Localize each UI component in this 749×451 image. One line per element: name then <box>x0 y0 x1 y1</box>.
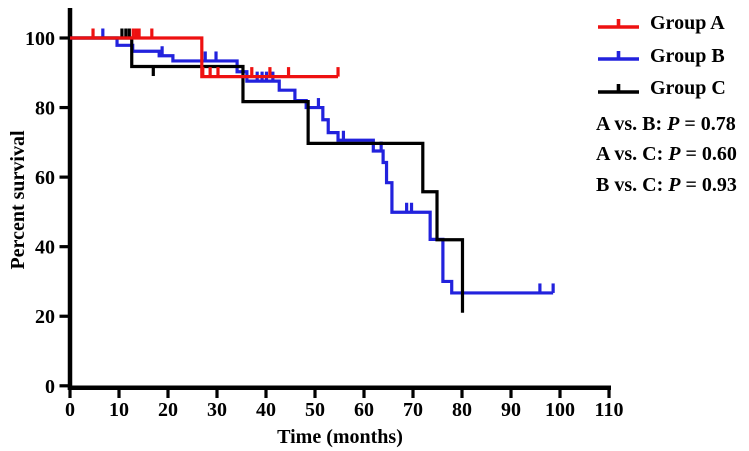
pvalue-stats: A vs. B: P = 0.78 A vs. C: P = 0.60 B vs… <box>596 109 748 201</box>
km-line-symbol-icon <box>598 18 639 29</box>
x-tick-label: 10 <box>109 399 129 421</box>
pvalue-symbol: P <box>668 173 681 196</box>
x-axis-label: Time (months) <box>277 426 403 448</box>
pvalue-b-vs-c: B vs. C: P = 0.93 <box>596 170 748 201</box>
km-line-symbol-icon <box>598 51 639 62</box>
km-line-symbol-icon <box>598 83 639 94</box>
legend-label-group-c: Group C <box>650 77 726 100</box>
pvalue-symbol: P <box>668 143 681 165</box>
pvalue-pair: B vs. C: <box>596 173 669 196</box>
pvalue-value: = 0.93 <box>680 173 737 196</box>
km-curve-group-b <box>70 36 554 295</box>
legend-label-group-a: Group A <box>650 12 725 35</box>
y-axis-label: Percent survival <box>7 130 29 270</box>
y-tick-label: 60 <box>35 167 55 189</box>
y-tick-label: 80 <box>35 98 55 120</box>
legend-item-group-b: Group B <box>596 39 748 72</box>
y-tick-label: 100 <box>25 28 55 50</box>
x-tick-label: 50 <box>305 399 325 421</box>
x-tick-label: 0 <box>65 399 75 421</box>
pvalue-symbol: P <box>667 112 680 135</box>
pvalue-value: = 0.78 <box>679 112 736 135</box>
x-tick-label: 20 <box>158 399 178 421</box>
x-tick-label: 40 <box>256 399 276 421</box>
pvalue-pair: A vs. B: <box>596 112 668 135</box>
x-tick-label: 90 <box>501 399 521 421</box>
y-tick-label: 0 <box>45 376 55 398</box>
x-tick-label: 100 <box>545 399 575 421</box>
pvalue-a-vs-c: A vs. C: P = 0.60 <box>596 139 748 170</box>
pvalue-value: = 0.60 <box>680 143 737 165</box>
pvalue-a-vs-b: A vs. B: P = 0.78 <box>596 109 748 140</box>
legend-label-group-b: Group B <box>650 44 725 67</box>
x-tick-label: 60 <box>354 399 374 421</box>
y-tick-label: 20 <box>35 306 55 328</box>
x-tick-label: 80 <box>452 399 472 421</box>
y-tick-label: 40 <box>35 237 55 259</box>
legend-item-group-a: Group A <box>596 6 748 39</box>
legend: Group A Group B Group C A vs. B: P = 0.7… <box>596 6 748 200</box>
x-tick-label: 70 <box>403 399 423 421</box>
x-tick-label: 110 <box>595 399 624 421</box>
x-tick-label: 30 <box>207 399 227 421</box>
legend-item-group-c: Group C <box>596 71 748 104</box>
km-curve-group-c <box>70 36 465 313</box>
pvalue-pair: A vs. C: <box>596 143 669 165</box>
